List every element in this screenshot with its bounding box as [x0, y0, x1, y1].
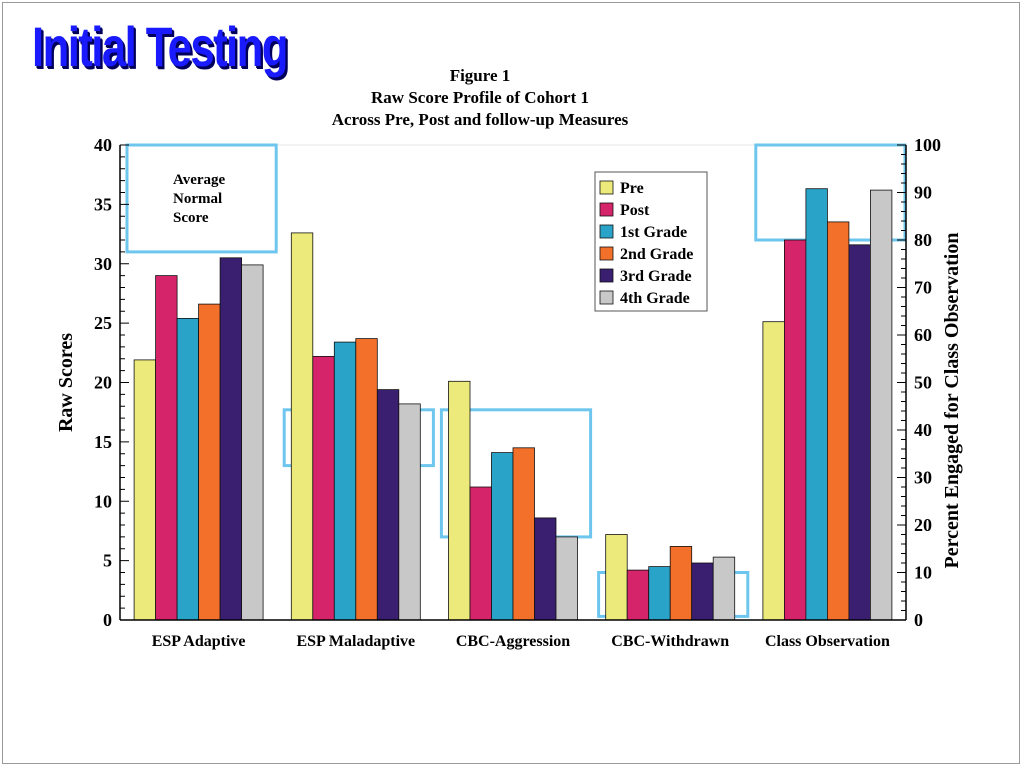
bar-cbc-withdrawn-2nd-grade: [669, 546, 693, 621]
y2-tick-label: 70: [914, 278, 932, 298]
y2-tick-label: 40: [914, 420, 932, 440]
bar-cbc-aggression-2nd-grade: [512, 447, 535, 621]
bar-class-observation-2nd-grade: [827, 221, 850, 621]
y2-tick-label: 0: [914, 610, 923, 630]
highlight-box-esp-adaptive: [125, 143, 278, 254]
bar-esp-maladaptive-pre: [290, 232, 314, 621]
y2-tick-label: 10: [914, 563, 932, 583]
bar-esp-maladaptive-4th-grade: [398, 403, 421, 621]
bars: [133, 188, 893, 621]
bar-esp-maladaptive-3rd-grade: [376, 389, 400, 621]
y-axis-label: Raw Scores: [55, 333, 77, 432]
bar-class-observation-3rd-grade: [848, 244, 871, 621]
y-tick-label: 15: [94, 432, 112, 452]
x-tick-label: ESP Adaptive: [152, 633, 246, 650]
annotation-text: Normal: [173, 191, 222, 207]
bar-esp-adaptive-1st-grade: [176, 317, 200, 621]
bar-class-observation-pre: [762, 321, 785, 621]
x-tick-label: ESP Maladaptive: [296, 633, 415, 650]
bar-cbc-aggression-pre: [448, 380, 471, 621]
legend-label: 2nd Grade: [620, 246, 693, 263]
chart-subtitle: Across Pre, Post and follow-up Measures: [331, 110, 629, 129]
bar-esp-maladaptive-post: [312, 355, 335, 621]
legend-label: Post: [620, 202, 650, 219]
annotation: Average Normal Score: [173, 172, 226, 226]
legend-swatch-pre: [599, 180, 614, 195]
y-tick-label: 40: [94, 135, 112, 155]
y2-tick-label: 60: [914, 325, 932, 345]
bar-esp-adaptive-2nd-grade: [198, 303, 221, 621]
bar-class-observation-post: [784, 239, 807, 621]
y-tick-label: 30: [94, 254, 112, 274]
bar-cbc-withdrawn-post: [626, 569, 650, 621]
y2-tick-label: 30: [914, 468, 932, 488]
bar-esp-maladaptive-2nd-grade: [355, 338, 378, 621]
legend-label: Pre: [620, 180, 644, 197]
bar-cbc-withdrawn-4th-grade: [712, 556, 736, 621]
y2-tick-label: 90: [914, 183, 932, 203]
bar-esp-maladaptive-1st-grade: [333, 341, 357, 621]
y2-axis-label: Percent Engaged for Class Observation: [941, 233, 963, 569]
y2-tick-label: 50: [914, 373, 932, 393]
legend-swatch-2nd-grade: [599, 246, 614, 261]
x-tick-label: CBC-Withdrawn: [611, 633, 729, 650]
legend-box: [594, 171, 708, 312]
bar-cbc-aggression-post: [469, 486, 492, 621]
bar-cbc-aggression-3rd-grade: [534, 517, 557, 621]
legend-label: 4th Grade: [620, 290, 690, 307]
banner-title: Initial Testing: [32, 15, 288, 78]
bar-cbc-aggression-4th-grade: [555, 536, 578, 621]
annotation-text: Average: [173, 172, 226, 188]
x-tick-label: Class Observation: [765, 633, 890, 650]
bar-cbc-withdrawn-pre: [605, 534, 628, 621]
legend-swatch-4th-grade: [599, 290, 614, 305]
legend-swatch-3rd-grade: [599, 268, 614, 283]
axes: ESP Adaptive ESP Maladaptive CBC-Aggressio…: [55, 135, 963, 650]
y-tick-label: 35: [94, 194, 112, 214]
legend-label: 3rd Grade: [620, 268, 692, 285]
bar-class-observation-1st-grade: [805, 188, 828, 621]
bar-esp-adaptive-4th-grade: [241, 264, 264, 621]
bar-cbc-withdrawn-3rd-grade: [691, 562, 714, 621]
bar-esp-adaptive-post: [155, 275, 178, 621]
y-tick-label: 20: [94, 373, 112, 393]
y-tick-label: 5: [103, 551, 112, 571]
chart-title: Raw Score Profile of Cohort 1: [371, 88, 589, 107]
y2-tick-label: 100: [914, 135, 941, 155]
legend: Pre Post 1st Grade 2nd Grade 3rd Grade 4th Gr…: [594, 171, 708, 312]
bar-cbc-aggression-1st-grade: [491, 452, 514, 621]
figure-label: Figure 1: [449, 66, 511, 85]
legend-swatch-post: [599, 202, 614, 217]
annotation-text: Score: [173, 210, 209, 226]
bar-esp-adaptive-3rd-grade: [219, 257, 243, 621]
bar-esp-adaptive-pre: [133, 359, 157, 621]
legend-label: 1st Grade: [620, 224, 687, 241]
x-tick-label: CBC-Aggression: [456, 633, 570, 650]
y-tick-label: 10: [94, 491, 112, 511]
bar-class-observation-4th-grade: [870, 189, 893, 621]
y2-tick-label: 80: [914, 230, 932, 250]
y2-tick-label: 20: [914, 515, 932, 535]
y-tick-label: 0: [103, 610, 112, 630]
legend-swatch-1st-grade: [599, 224, 614, 239]
bar-cbc-withdrawn-1st-grade: [648, 566, 671, 621]
y-tick-label: 25: [94, 313, 112, 333]
